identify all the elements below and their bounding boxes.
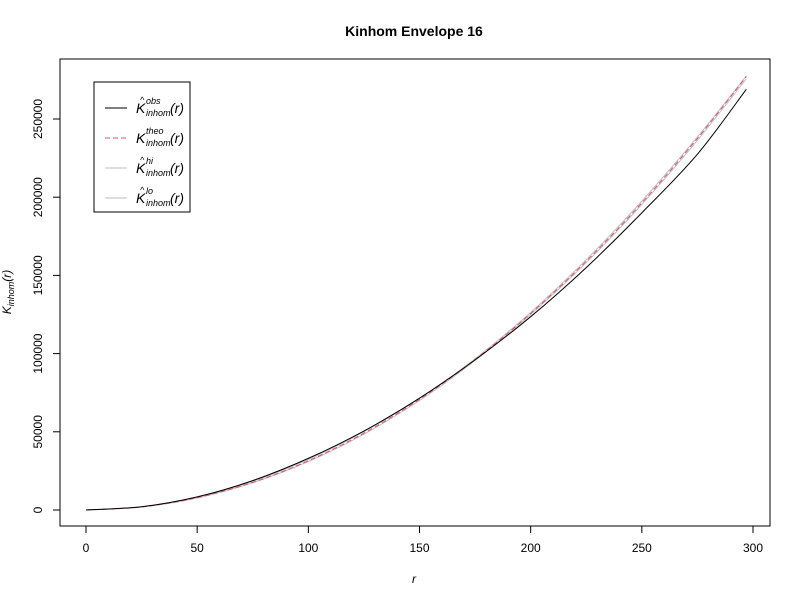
- legend-hat: ^: [140, 155, 145, 165]
- legend-superscript: hi: [146, 156, 154, 166]
- y-tick-label: 150000: [31, 255, 45, 295]
- legend-argument: (r): [170, 130, 184, 146]
- legend-subscript: inhom: [146, 168, 171, 178]
- legend-superscript: obs: [146, 96, 161, 106]
- legend-argument: (r): [170, 100, 184, 116]
- x-axis: 0 50 100 150 200 250 300: [83, 525, 763, 555]
- series-line-obs: [85, 88, 747, 511]
- legend-label-lo: K^ lo inhom (r): [136, 185, 184, 208]
- legend-subscript: inhom: [146, 198, 171, 208]
- x-tick-label: 0: [83, 541, 90, 555]
- svg-text:Kinhom(r): Kinhom(r): [0, 270, 16, 315]
- y-axis-label-main: K: [0, 305, 14, 314]
- legend-box: [93, 81, 191, 213]
- legend-symbol: K: [136, 160, 146, 176]
- legend-superscript: lo: [146, 186, 153, 196]
- legend-hat: ^: [140, 95, 145, 105]
- x-tick-label: 100: [298, 541, 318, 555]
- legend-superscript: theo: [146, 126, 164, 136]
- x-tick-label: 250: [632, 541, 652, 555]
- y-tick-label: 250000: [31, 99, 45, 139]
- x-tick-label: 50: [190, 541, 204, 555]
- legend-symbol: K: [136, 100, 146, 116]
- legend-argument: (r): [170, 160, 184, 176]
- y-axis-label-sub: inhom: [6, 281, 16, 306]
- legend-subscript: inhom: [146, 108, 171, 118]
- series-line-theo: [85, 76, 747, 511]
- legend-subscript: inhom: [146, 138, 171, 148]
- x-tick-label: 150: [409, 541, 429, 555]
- y-axis-label-arg: (r): [0, 270, 14, 282]
- y-tick-label: 100000: [31, 333, 45, 373]
- y-tick-label: 50000: [31, 415, 45, 449]
- series-layer: [85, 75, 747, 511]
- legend-symbol: K: [136, 130, 146, 146]
- y-tick-label: 200000: [31, 177, 45, 217]
- y-axis-label: Kinhom(r): [0, 270, 16, 315]
- y-tick-label: 0: [31, 506, 45, 513]
- legend-hat: ^: [140, 185, 145, 195]
- x-tick-label: 300: [743, 541, 763, 555]
- legend-label-obs: K^ obs inhom (r): [136, 95, 184, 118]
- y-axis: 0 50000 100000 150000 200000 250000: [31, 99, 61, 513]
- x-tick-label: 200: [521, 541, 541, 555]
- legend-symbol: K: [136, 190, 146, 206]
- legend-label-hi: K^ hi inhom (r): [136, 155, 184, 178]
- x-axis-label: r: [412, 572, 417, 586]
- chart-title: Kinhom Envelope 16: [345, 23, 483, 39]
- legend-argument: (r): [170, 190, 184, 206]
